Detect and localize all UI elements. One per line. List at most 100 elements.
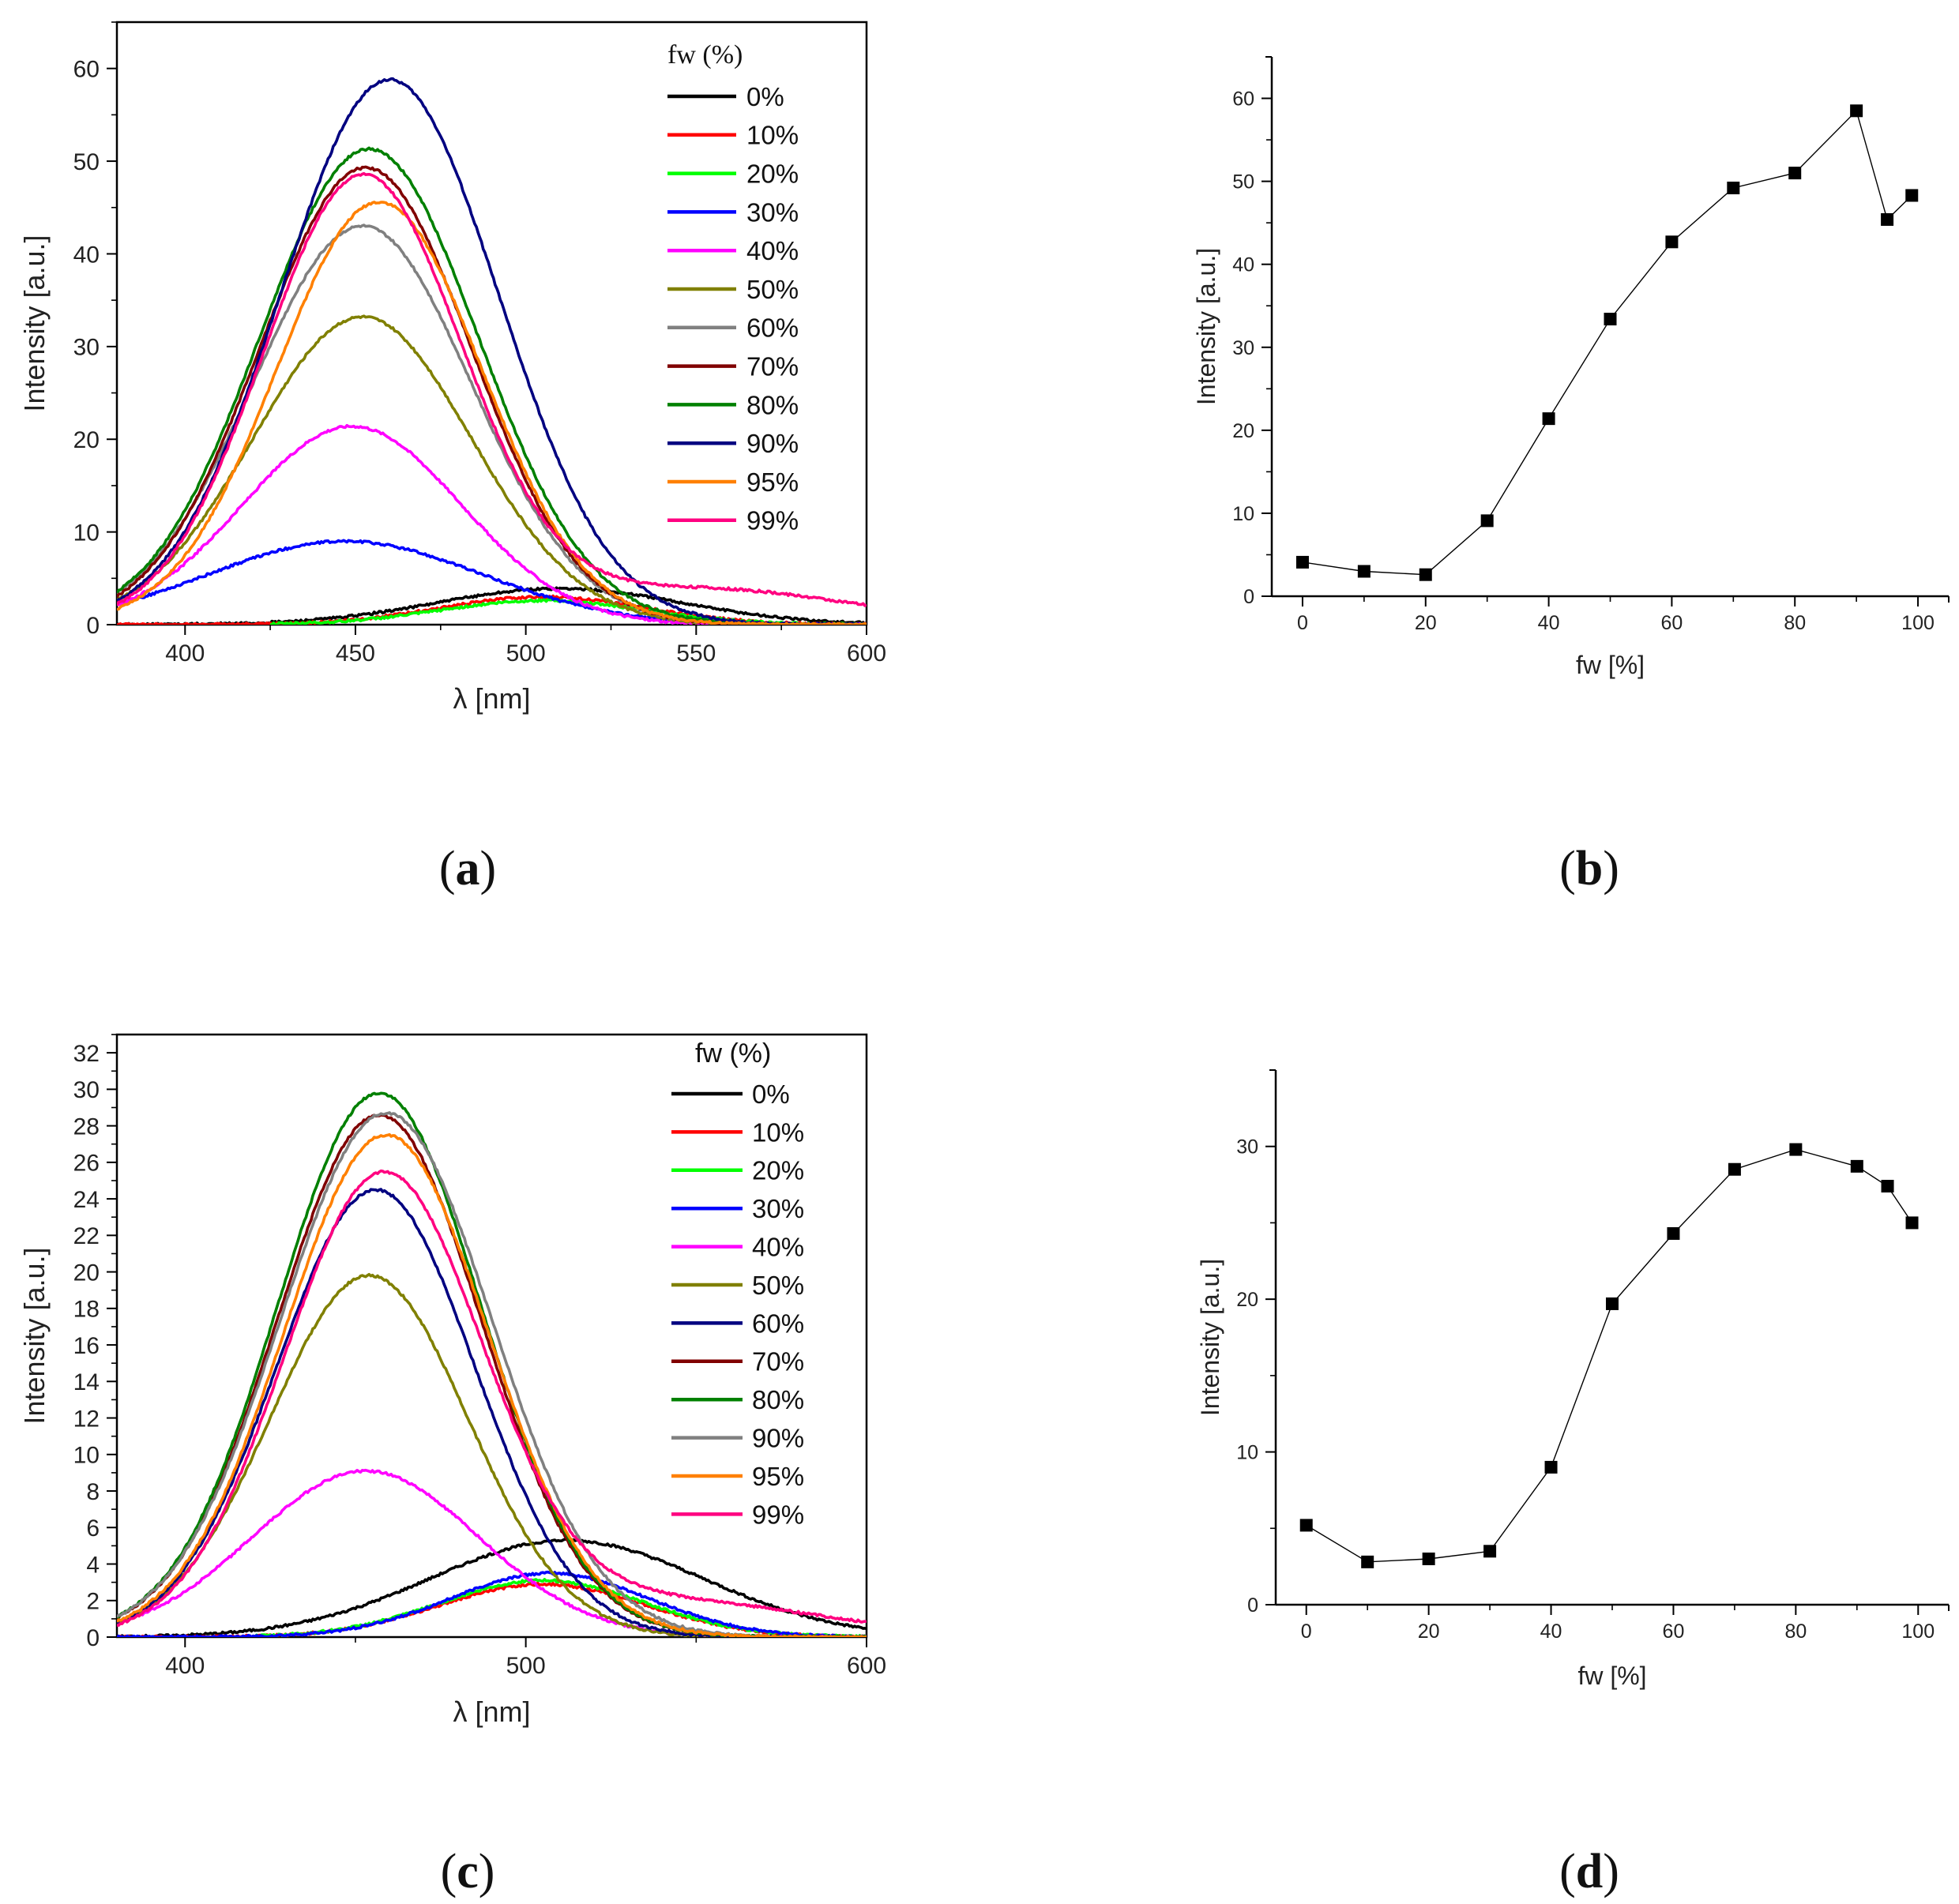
data-point bbox=[1361, 1555, 1374, 1568]
legend-entry: 20% bbox=[746, 159, 799, 188]
y-tick-label: 10 bbox=[73, 1443, 100, 1469]
y-tick-label: 32 bbox=[73, 1041, 100, 1067]
panel-label-open: ( bbox=[441, 1845, 457, 1898]
y-tick-label: 0 bbox=[1243, 586, 1254, 608]
x-tick-label: 100 bbox=[1901, 1620, 1935, 1643]
data-point bbox=[1299, 1519, 1313, 1532]
y-tick-label: 16 bbox=[73, 1333, 100, 1359]
y-tick-label: 30 bbox=[73, 1077, 100, 1103]
data-point bbox=[1295, 555, 1309, 569]
chart-panel-a: 0 10 20 30 40 50 60 400 450 500 550 600 λ [nm] Intens… bbox=[18, 21, 886, 896]
panel-label-close: ) bbox=[479, 1845, 495, 1898]
y-tick-label: 10 bbox=[1236, 1442, 1258, 1464]
y-tick-label: 30 bbox=[73, 335, 100, 361]
x-tick-label: 80 bbox=[1784, 1620, 1807, 1643]
data-point bbox=[1357, 565, 1371, 578]
y-tick-label: 60 bbox=[1232, 88, 1254, 111]
legend-entry: 0% bbox=[752, 1080, 790, 1109]
y-tick-label: 40 bbox=[73, 242, 100, 268]
panel-label-open: ( bbox=[1559, 1845, 1576, 1898]
x-tick-label: 450 bbox=[336, 640, 375, 667]
chart-panel-b: 0 10 20 30 40 50 60 0 20 40 60 80 100 fw [%] Intensity… bbox=[1192, 56, 1950, 896]
x-tick-label: 40 bbox=[1540, 1620, 1562, 1643]
x-tick-label: 60 bbox=[1663, 1620, 1685, 1643]
legend-entry: 30% bbox=[746, 197, 799, 227]
panel-label: (b) bbox=[1559, 842, 1619, 896]
y-tick-label: 20 bbox=[73, 1260, 100, 1286]
y-tick-label: 20 bbox=[1232, 420, 1254, 442]
y-tick-label: 40 bbox=[1232, 254, 1254, 276]
x-tick-label: 20 bbox=[1415, 612, 1437, 634]
data-point bbox=[1881, 212, 1894, 226]
series-line-0pct bbox=[117, 1538, 867, 1637]
series-group bbox=[117, 1091, 867, 1637]
legend-entry: 50% bbox=[746, 275, 799, 304]
panel-label: (d) bbox=[1559, 1845, 1619, 1898]
y-tick-label: 10 bbox=[73, 520, 100, 546]
panel-label-letter: a bbox=[456, 842, 480, 896]
y-tick-label: 2 bbox=[86, 1589, 100, 1615]
y-tick-label: 50 bbox=[1232, 171, 1254, 193]
legend-entry: 90% bbox=[752, 1423, 804, 1452]
y-tick-label: 12 bbox=[73, 1406, 100, 1432]
legend-entry: 40% bbox=[746, 236, 799, 265]
data-point bbox=[1665, 235, 1679, 249]
x-tick-label: 0 bbox=[1301, 1620, 1312, 1643]
data-point bbox=[1788, 167, 1802, 180]
y-axis-label: Intensity [a.u.] bbox=[1192, 248, 1220, 405]
legend-entry: 60% bbox=[746, 314, 799, 343]
y-tick-label: 30 bbox=[1236, 1136, 1258, 1159]
x-tick-label: 600 bbox=[847, 640, 886, 667]
data-point bbox=[1667, 1226, 1680, 1240]
data-point bbox=[1604, 313, 1617, 326]
x-tick-label: 40 bbox=[1538, 612, 1560, 634]
legend-entry: 99% bbox=[752, 1500, 804, 1529]
y-axis-label: Intensity [a.u.] bbox=[18, 1247, 51, 1424]
y-tick-label: 50 bbox=[73, 149, 100, 175]
x-tick-label: 600 bbox=[847, 1653, 886, 1679]
legend-entry: 95% bbox=[746, 468, 799, 497]
y-tick-label: 18 bbox=[73, 1297, 100, 1323]
data-point bbox=[1542, 412, 1555, 426]
series-line-90pct bbox=[117, 77, 867, 625]
legend-entry: 99% bbox=[746, 506, 799, 535]
y-tick-label: 0 bbox=[1247, 1594, 1258, 1617]
x-axis-label: fw [%] bbox=[1577, 1662, 1646, 1690]
y-tick-label: 14 bbox=[73, 1369, 100, 1395]
legend-entry: 0% bbox=[746, 82, 784, 111]
data-point bbox=[1789, 1143, 1803, 1156]
data-point bbox=[1422, 1552, 1435, 1565]
y-tick-label: 8 bbox=[86, 1479, 100, 1505]
data-point bbox=[1850, 1159, 1863, 1173]
y-tick-label: 30 bbox=[1232, 337, 1254, 359]
plot-frame bbox=[115, 21, 868, 626]
series-line bbox=[1302, 109, 1912, 576]
x-tick-label: 400 bbox=[165, 1653, 205, 1679]
y-tick-label: 4 bbox=[86, 1552, 100, 1578]
series-line-95pct bbox=[117, 1132, 867, 1637]
data-point bbox=[1905, 1216, 1919, 1230]
y-tick-label: 22 bbox=[73, 1223, 100, 1249]
chart-panel-d: 0 10 20 30 0 20 40 60 80 100 fw [%] Intensity [a.u.… bbox=[1196, 1069, 1950, 1898]
x-tick-label: 550 bbox=[676, 640, 716, 667]
series-group bbox=[117, 77, 867, 625]
y-tick-label: 0 bbox=[86, 1625, 100, 1651]
data-point bbox=[1905, 189, 1919, 202]
legend-entry: 70% bbox=[746, 351, 799, 381]
legend-entry: 10% bbox=[746, 121, 799, 150]
x-axis-label: λ [nm] bbox=[453, 1696, 530, 1728]
plot-frame bbox=[115, 1033, 868, 1639]
data-point bbox=[1728, 1162, 1741, 1176]
legend-entry: 90% bbox=[746, 429, 799, 458]
x-axis-label: λ [nm] bbox=[453, 682, 530, 715]
data-point bbox=[1419, 568, 1432, 581]
series-line-50pct bbox=[117, 1272, 867, 1637]
data-point bbox=[1544, 1460, 1558, 1474]
x-tick-label: 20 bbox=[1418, 1620, 1440, 1643]
y-tick-label: 60 bbox=[73, 56, 100, 82]
legend-entry: 80% bbox=[752, 1385, 804, 1414]
series-line-95pct bbox=[117, 201, 867, 625]
data-point bbox=[1606, 1297, 1619, 1310]
legend-entry: 95% bbox=[752, 1462, 804, 1491]
